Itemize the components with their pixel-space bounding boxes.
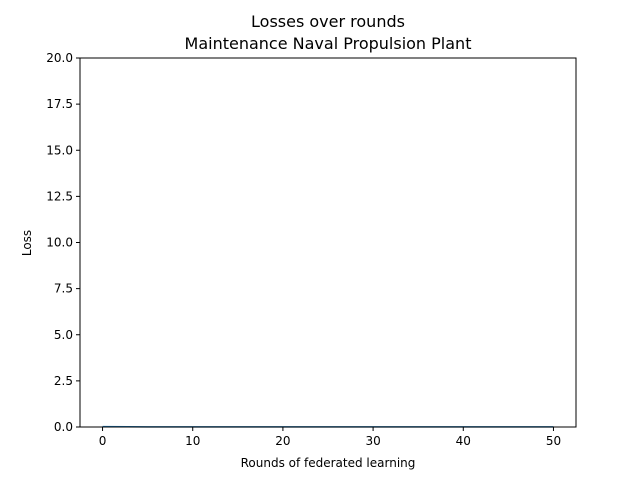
plot-area: 0 10 20 30 40 50 0.0 2.5 5.0 7.5 10.0 12.5 15.0 17.5 2… — [46, 51, 577, 448]
y-axis-label: Loss — [20, 230, 34, 256]
y-tick-label: 17.5 — [46, 97, 73, 111]
chart-title: Losses over rounds — [251, 12, 405, 31]
y-tick-label: 12.5 — [46, 189, 73, 203]
y-tick-label: 2.5 — [54, 374, 73, 388]
x-tick-label: 0 — [99, 434, 107, 448]
y-tick-label: 20.0 — [46, 51, 73, 65]
x-tick-label: 20 — [275, 434, 290, 448]
y-tick-label: 0.0 — [54, 420, 73, 434]
plot-frame — [79, 57, 577, 428]
x-tick-label: 40 — [456, 434, 471, 448]
y-tick-label: 7.5 — [54, 282, 73, 296]
x-tick-label: 50 — [546, 434, 561, 448]
y-tick-label: 5.0 — [54, 328, 73, 342]
x-tick-label: 10 — [185, 434, 200, 448]
y-tick-label: 10.0 — [46, 236, 73, 250]
y-tick-label: 15.0 — [46, 143, 73, 157]
x-tick-label: 30 — [365, 434, 380, 448]
x-axis-label: Rounds of federated learning — [241, 456, 416, 470]
chart-subtitle: Maintenance Naval Propulsion Plant — [185, 34, 472, 53]
